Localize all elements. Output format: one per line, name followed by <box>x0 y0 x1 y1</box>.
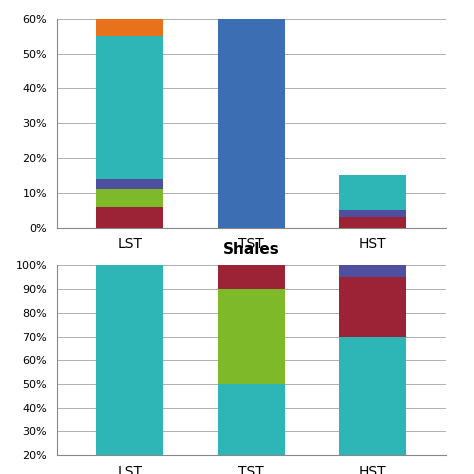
Bar <box>96 265 163 474</box>
Bar <box>218 289 284 384</box>
Bar <box>96 36 163 179</box>
Bar <box>339 265 406 277</box>
Bar <box>339 175 406 210</box>
Bar <box>339 217 406 228</box>
Bar <box>339 337 406 474</box>
Bar <box>96 207 163 228</box>
Bar <box>339 277 406 337</box>
Bar <box>339 210 406 217</box>
Bar <box>96 189 163 207</box>
Bar <box>218 384 284 474</box>
Bar <box>218 19 284 228</box>
Bar <box>218 265 284 289</box>
Title: Shales: Shales <box>223 242 280 257</box>
Bar <box>96 179 163 189</box>
Bar <box>96 19 163 36</box>
